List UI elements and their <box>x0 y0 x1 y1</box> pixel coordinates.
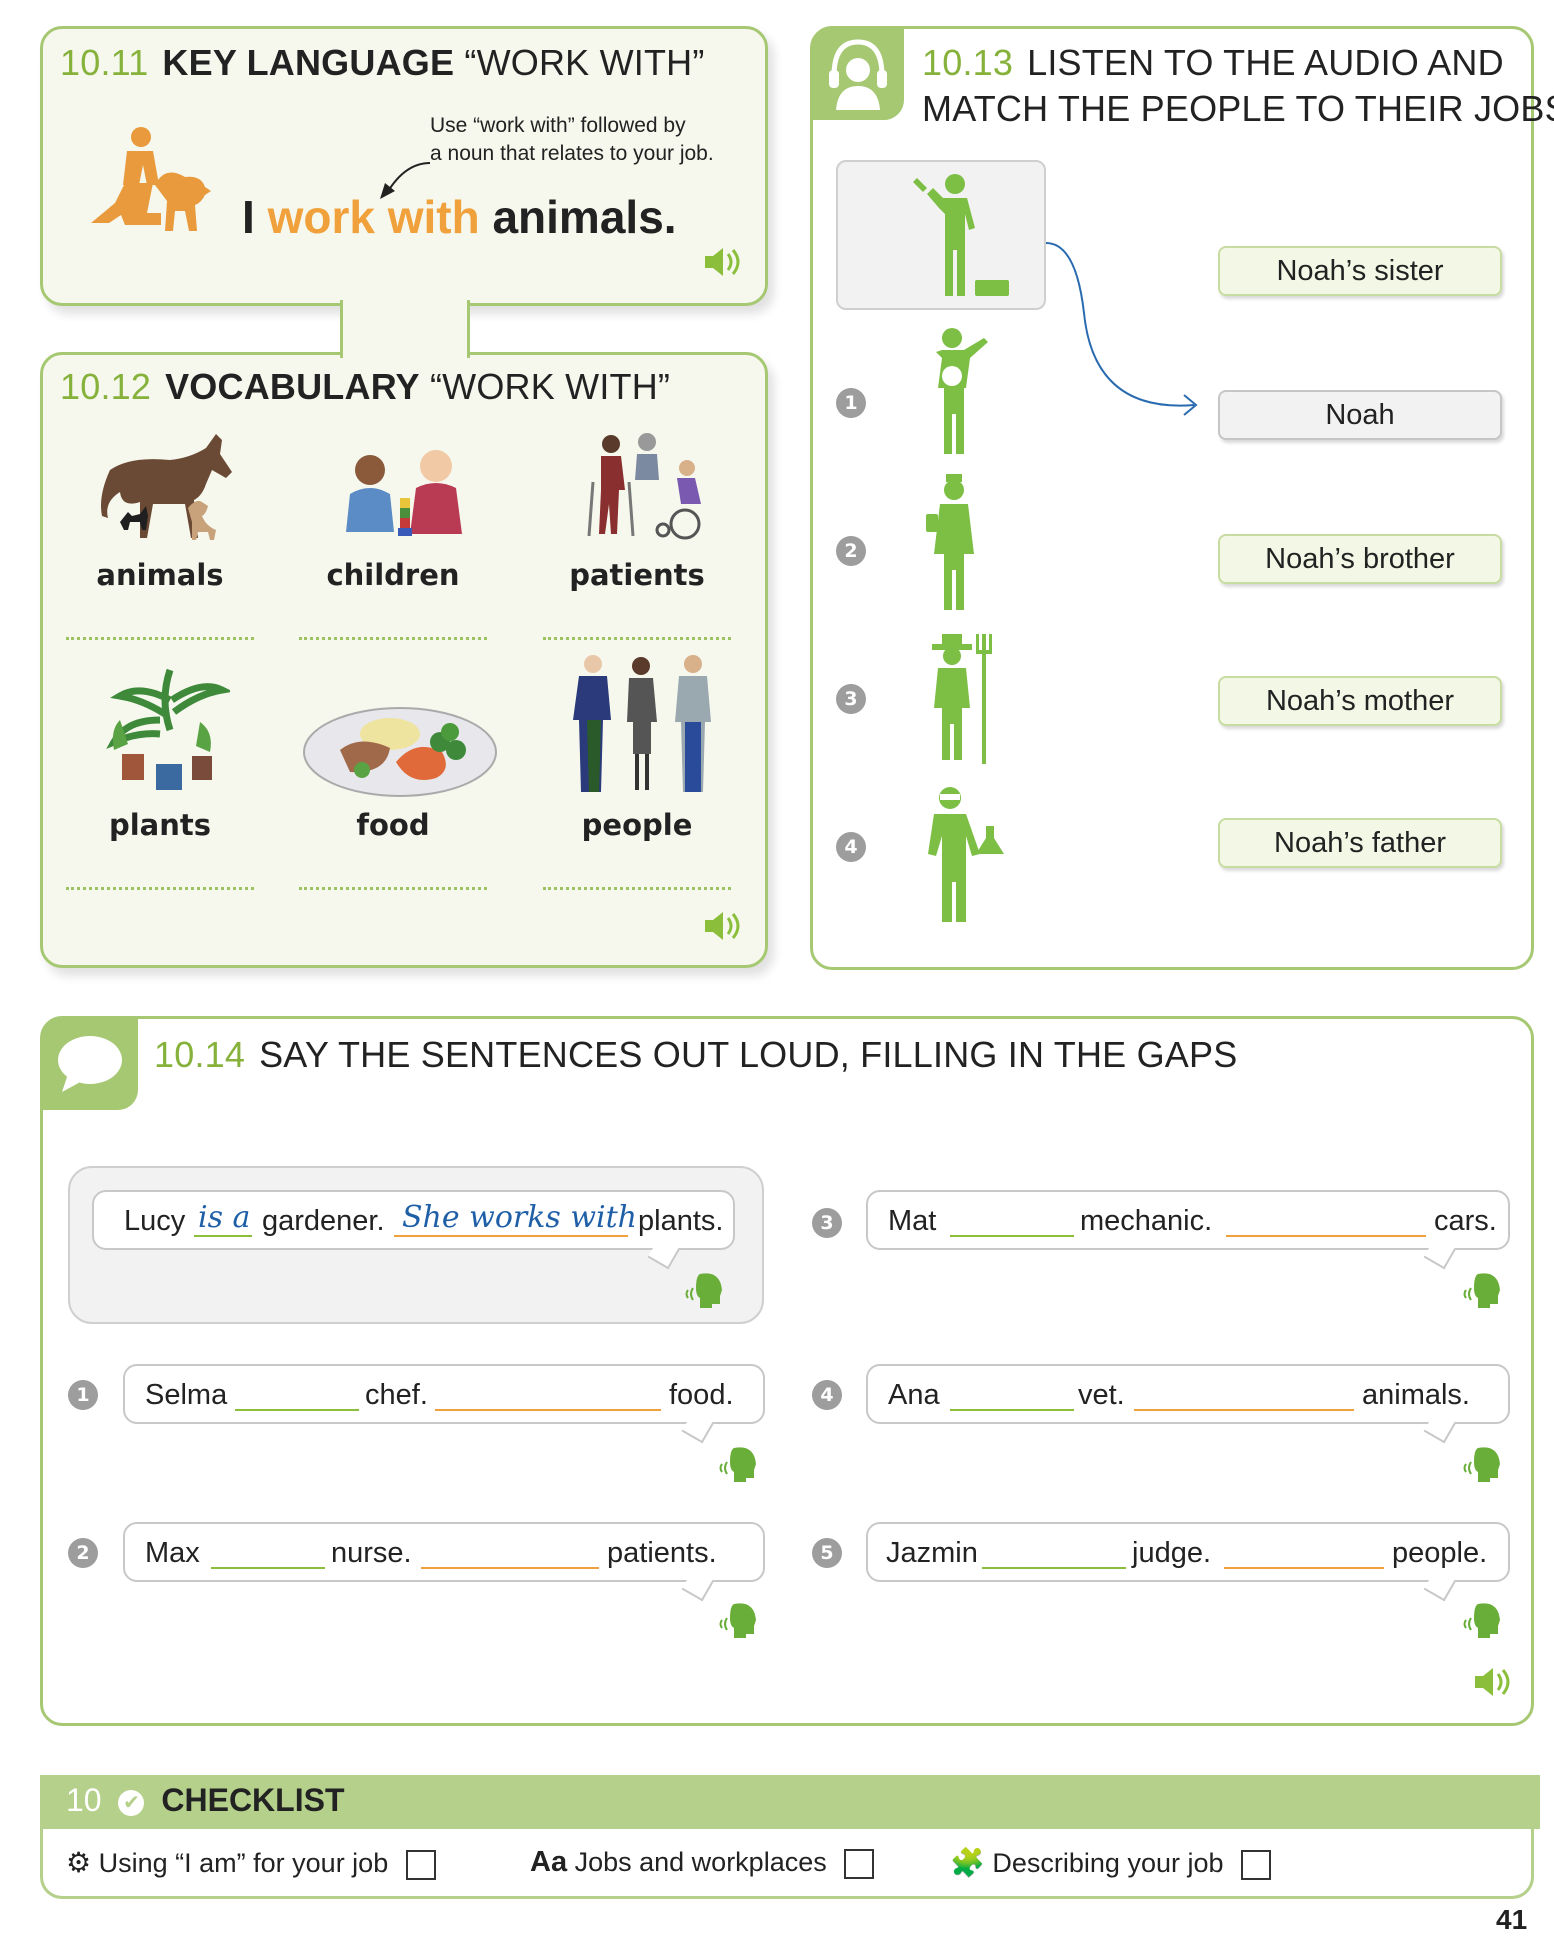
checklist-item-3[interactable]: 🧩 Describing your job <box>950 1846 1272 1880</box>
people-picture <box>573 655 711 792</box>
gap-phrase[interactable] <box>421 1567 599 1569</box>
gap-phrase[interactable] <box>435 1409 661 1411</box>
vet-with-dog-icon <box>91 127 211 231</box>
checklist-item-1[interactable]: ⚙ Using “I am” for your job <box>66 1846 436 1880</box>
key-language-sentence: I work with animals. <box>242 191 677 243</box>
example-worker-card <box>836 160 1046 310</box>
patients-picture <box>587 433 701 540</box>
animals-picture <box>101 434 232 540</box>
checklist-title: 10 ✔ CHECKLIST <box>66 1782 345 1818</box>
panel-connector <box>340 300 470 358</box>
gap-phrase[interactable] <box>1224 1567 1384 1569</box>
vocab-label-animals: animals <box>96 558 224 592</box>
name-box-noahs-father[interactable]: Noah’s father <box>1218 818 1502 868</box>
painter-icon <box>936 328 988 454</box>
item-number: 4 <box>836 832 866 862</box>
check-circle-icon: ✔ <box>118 1789 145 1816</box>
scientist-icon <box>928 787 1004 922</box>
speaking-head-icon[interactable] <box>718 1600 758 1638</box>
match-line <box>1045 242 1198 416</box>
speech-bubble-icon <box>58 1036 122 1092</box>
speaking-head-icon[interactable] <box>684 1270 724 1308</box>
gears-icon: ⚙ <box>66 1847 92 1878</box>
aa-icon: Aa <box>530 1846 568 1878</box>
sentence-bubble-jazmin: Jazmin judge. people. <box>866 1522 1510 1582</box>
vocab-label-plants: plants <box>108 808 212 842</box>
sentence-bubble-mat: Mat mechanic. cars. <box>866 1190 1510 1250</box>
name-box-noahs-mother[interactable]: Noah’s mother <box>1218 676 1502 726</box>
item-number: 1 <box>836 388 866 418</box>
checklist-body <box>40 1829 1534 1899</box>
sentence-bubble-max: Max nurse. patients. <box>123 1522 765 1582</box>
checkbox[interactable] <box>844 1848 875 1879</box>
sentence-bubble-ana: Ana vet. animals. <box>866 1364 1510 1424</box>
food-picture <box>303 707 497 797</box>
gap-phrase[interactable] <box>1226 1235 1426 1237</box>
vocab-label-patients: patients <box>569 558 705 592</box>
item-number: 5 <box>812 1538 842 1568</box>
audio-speaker-icon[interactable] <box>702 908 742 944</box>
key-language-panel <box>40 26 768 306</box>
answer-dots <box>543 887 731 890</box>
name-box-noahs-brother[interactable]: Noah’s brother <box>1218 534 1502 584</box>
checklist-bar <box>40 1775 1540 1829</box>
plumber-icon <box>913 174 1009 296</box>
gap-verb[interactable] <box>950 1409 1074 1411</box>
vocab-label-children: children <box>326 558 460 592</box>
answer-dots <box>66 887 254 890</box>
answer-dots <box>299 637 487 640</box>
gap-verb[interactable] <box>211 1567 325 1569</box>
checklist-item-2[interactable]: Aa Jobs and workplaces <box>530 1846 875 1879</box>
sentence-bubble-selma: Selma chef. food. <box>123 1364 765 1424</box>
item-number: 4 <box>812 1380 842 1410</box>
answer-dots <box>299 887 487 890</box>
farmer-icon <box>932 634 992 764</box>
audio-speaker-icon[interactable] <box>1472 1664 1512 1700</box>
gap-verb[interactable] <box>982 1567 1126 1569</box>
page-number: 41 <box>1496 1904 1528 1935</box>
vocab-label-food: food <box>356 808 430 842</box>
checkbox[interactable] <box>1241 1849 1272 1880</box>
puzzle-icon: 🧩 <box>950 1847 985 1878</box>
gap-verb[interactable] <box>950 1235 1074 1237</box>
key-language-note: Use “work with” followed by a noun that … <box>430 114 714 165</box>
speaking-head-icon[interactable] <box>1462 1270 1502 1308</box>
audio-speaker-icon[interactable] <box>702 244 742 280</box>
example-bubble: Lucy is a gardener. She works with plant… <box>92 1190 735 1250</box>
name-box-noah[interactable]: Noah <box>1218 390 1502 440</box>
name-box-noahs-sister[interactable]: Noah’s sister <box>1218 246 1502 296</box>
item-number: 2 <box>68 1538 98 1568</box>
listen-heading: 10.13 LISTEN TO THE AUDIO AND MATCH THE P… <box>922 42 1554 129</box>
item-number: 3 <box>812 1208 842 1238</box>
answer-dots <box>66 637 254 640</box>
key-language-heading: 10.11 KEY LANGUAGE “WORK WITH” <box>60 42 705 83</box>
speaking-head-icon[interactable] <box>1462 1444 1502 1482</box>
checkbox[interactable] <box>405 1849 436 1880</box>
note-arrow <box>380 162 431 199</box>
answer-dots <box>543 637 731 640</box>
item-number: 2 <box>836 536 866 566</box>
item-number: 1 <box>68 1380 98 1410</box>
speaking-head-icon[interactable] <box>718 1444 758 1482</box>
headphones-icon <box>829 39 887 110</box>
nurse-icon <box>926 474 974 610</box>
vocab-label-people: people <box>581 808 693 842</box>
vocabulary-heading: 10.12 VOCABULARY “WORK WITH” <box>60 366 671 407</box>
speaking-heading: 10.14 SAY THE SENTENCES OUT LOUD, FILLING… <box>154 1034 1238 1075</box>
plants-picture <box>106 668 230 790</box>
children-picture <box>346 450 462 536</box>
speaking-head-icon[interactable] <box>1462 1600 1502 1638</box>
gap-phrase[interactable] <box>1134 1409 1354 1411</box>
gap-verb[interactable] <box>235 1409 359 1411</box>
item-number: 3 <box>836 684 866 714</box>
